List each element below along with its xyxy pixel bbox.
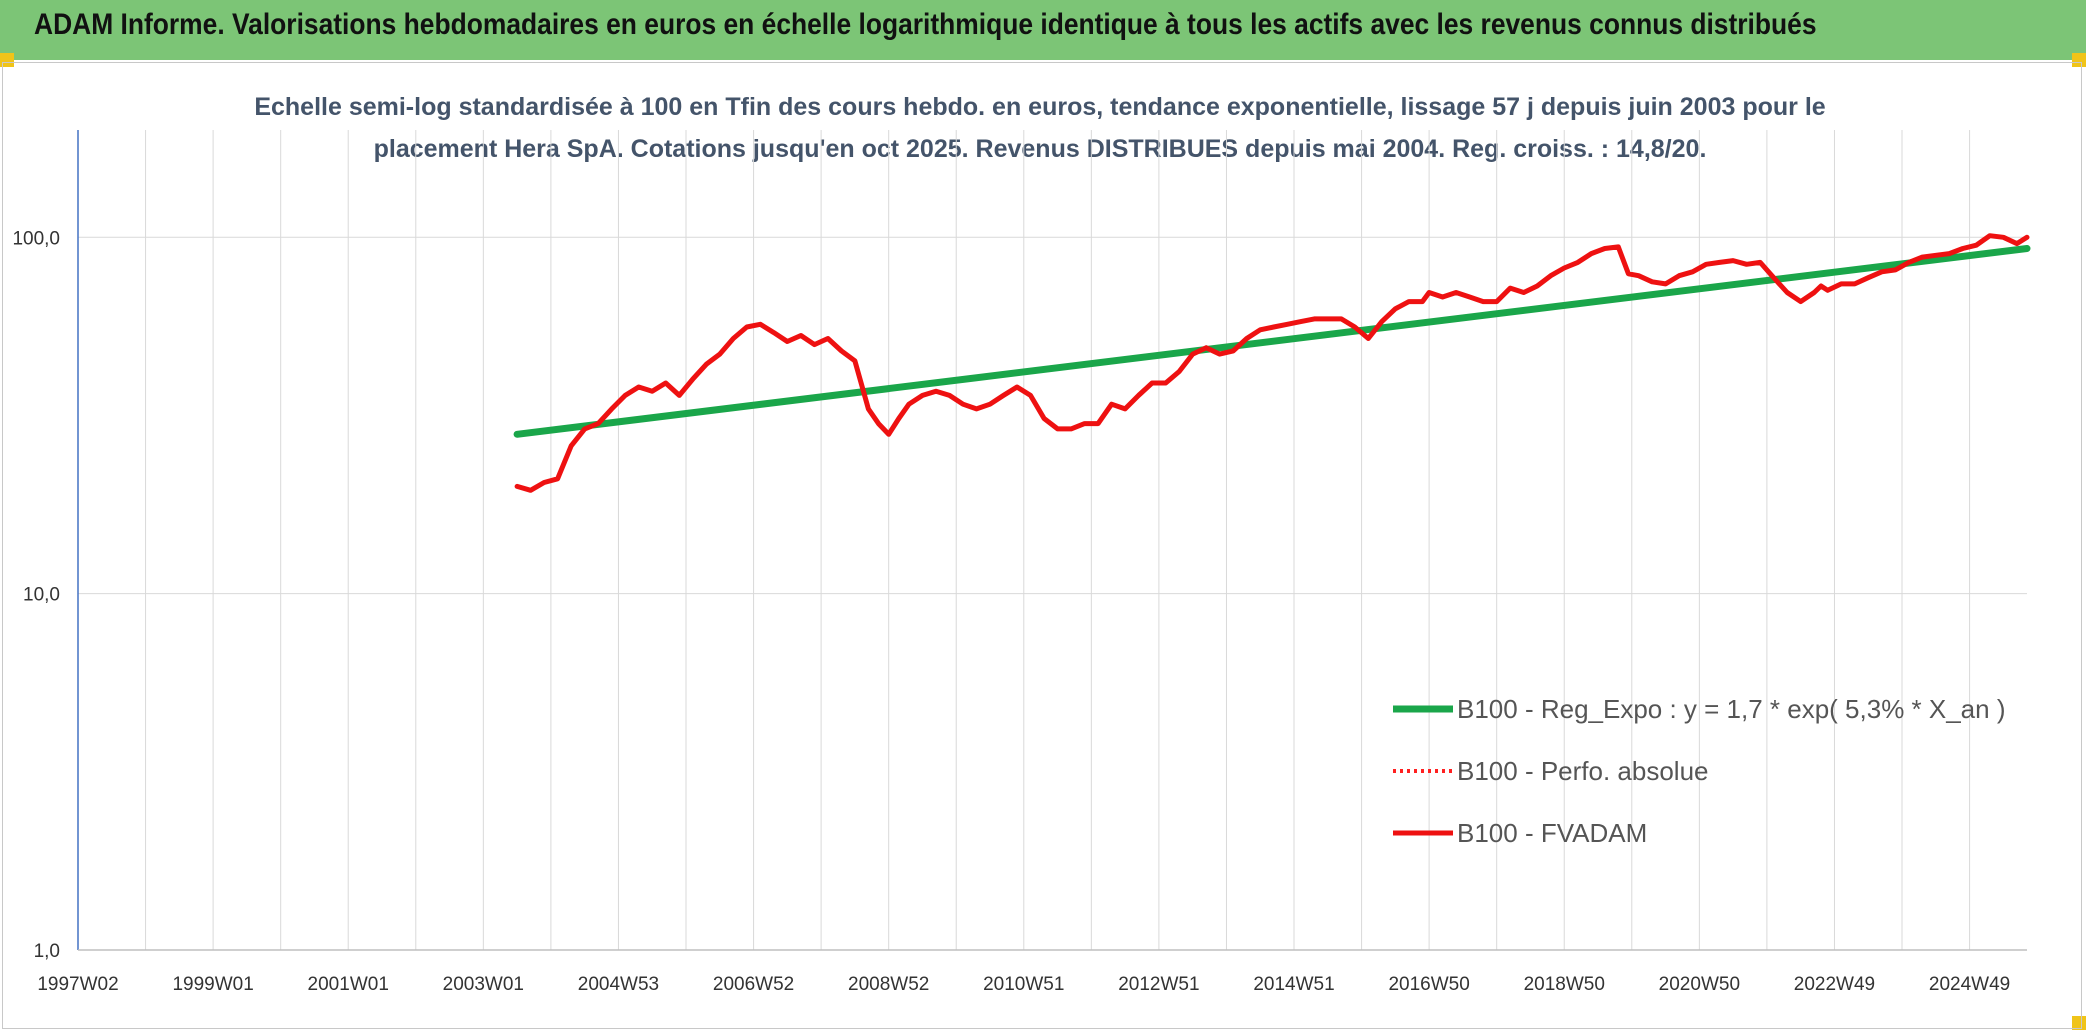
series-line-3 — [514, 233, 2030, 493]
x-tick-label: 2012W51 — [1118, 974, 1199, 995]
chart-subtitle-line-2: placement Hera SpA. Cotations jusqu'en o… — [374, 135, 1707, 163]
y-tick-label: 100,0 — [12, 228, 60, 249]
legend-label-3: B100 - FVADAM — [1457, 818, 1647, 848]
x-tick-label: 1999W01 — [172, 974, 253, 995]
plot-series — [513, 233, 2031, 493]
x-tick-label: 2008W52 — [848, 974, 929, 995]
x-tick-label: 2001W01 — [308, 974, 389, 995]
chart-frame — [2, 62, 2082, 1029]
x-tick-label: 2024W49 — [1929, 974, 2010, 995]
axes: 1,0 10,0 100,0 1997W02 1999W01 2001W01 2003W01… — [12, 130, 2027, 995]
x-tick-label: 1997W02 — [37, 974, 118, 995]
corner-accent-right — [2072, 53, 2086, 67]
x-tick-label: 2010W51 — [983, 974, 1064, 995]
x-tick-label: 2006W52 — [713, 974, 794, 995]
chart-subtitle-line-1: Echelle semi-log standardisée à 100 en T… — [254, 93, 1825, 121]
x-tick-label: 2014W51 — [1253, 974, 1334, 995]
header-banner: ADAM Informe. Valorisations hebdomadaire… — [0, 0, 2086, 60]
x-tick-label: 2018W50 — [1524, 974, 1605, 995]
legend-label-2: B100 - Perfo. absolue — [1457, 756, 1709, 786]
y-tick-label: 1,0 — [34, 941, 60, 962]
series-line-1 — [513, 245, 2031, 438]
x-tick-label: 2016W50 — [1388, 974, 1469, 995]
x-tick-label: 2004W53 — [578, 974, 659, 995]
report-title: ADAM Informe. Valorisations hebdomadaire… — [34, 8, 1817, 41]
x-tick-label: 2022W49 — [1794, 974, 1875, 995]
legend-label-1: B100 - Reg_Expo : y = 1,7 * exp( 5,3% * … — [1457, 694, 2006, 724]
legend: B100 - Reg_Expo : y = 1,7 * exp( 5,3% * … — [1393, 694, 2006, 848]
grid-lines — [77, 130, 2027, 951]
x-tick-label: 2003W01 — [443, 974, 524, 995]
x-tick-label: 2020W50 — [1659, 974, 1740, 995]
y-tick-label: 10,0 — [23, 585, 60, 606]
corner-accent-bottom-right — [2072, 1016, 2086, 1030]
corner-accent-left — [0, 53, 14, 67]
